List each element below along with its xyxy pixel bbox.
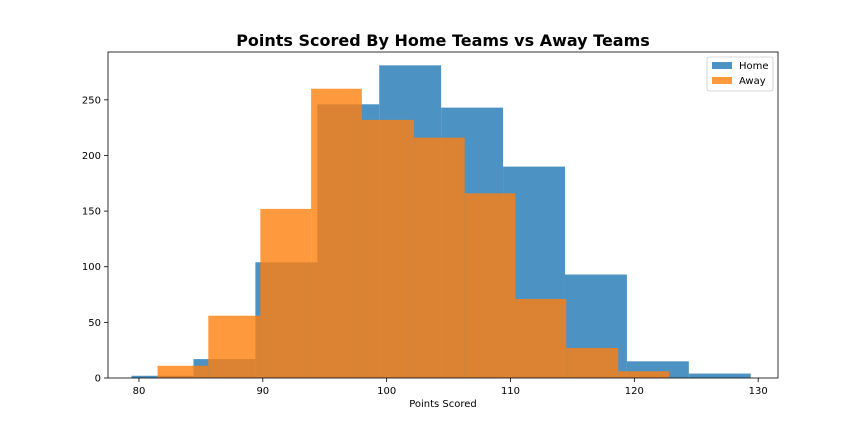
legend-label-away: Away <box>739 76 766 87</box>
away-bar-6 <box>464 193 516 378</box>
y-tick-label-3: 150 <box>82 207 101 218</box>
plot-frame <box>107 51 779 379</box>
y-tick-label-5: 250 <box>82 95 101 106</box>
legend: Home Away <box>706 56 774 92</box>
legend-swatch-home <box>712 62 732 69</box>
x-axis-label: Points Scored <box>409 399 477 410</box>
x-tick-label-5: 130 <box>749 386 768 397</box>
away-bar-9 <box>618 371 670 378</box>
away-bar-5 <box>413 137 465 378</box>
x-tick-label-0: 80 <box>133 386 146 397</box>
y-tick-label-2: 100 <box>82 262 101 273</box>
x-tick-label-2: 100 <box>377 386 396 397</box>
away-bar-7 <box>515 299 567 378</box>
bars-layer <box>131 65 751 379</box>
x-tick-label-3: 110 <box>501 386 520 397</box>
axes-layer: 80 90 100 110 120 130 0 50 100 150 200 250 <box>82 51 779 397</box>
legend-swatch-away <box>712 77 732 84</box>
away-bar-4 <box>361 119 414 379</box>
away-bar-1 <box>208 315 261 378</box>
x-tick-label-4: 120 <box>625 386 644 397</box>
x-tick-label-1: 90 <box>256 386 269 397</box>
away-bar-8 <box>566 347 619 378</box>
away-bar-3 <box>311 88 362 378</box>
legend-label-home: Home <box>739 61 769 72</box>
home-bar-9 <box>688 373 751 378</box>
chart-title: Points Scored By Home Teams vs Away Team… <box>236 31 650 50</box>
away-bar-2 <box>260 208 312 378</box>
y-tick-label-1: 50 <box>88 318 101 329</box>
away-bar-0 <box>157 365 209 378</box>
y-tick-label-0: 0 <box>95 374 101 385</box>
series-away <box>157 88 670 379</box>
y-tick-label-4: 200 <box>82 151 101 162</box>
